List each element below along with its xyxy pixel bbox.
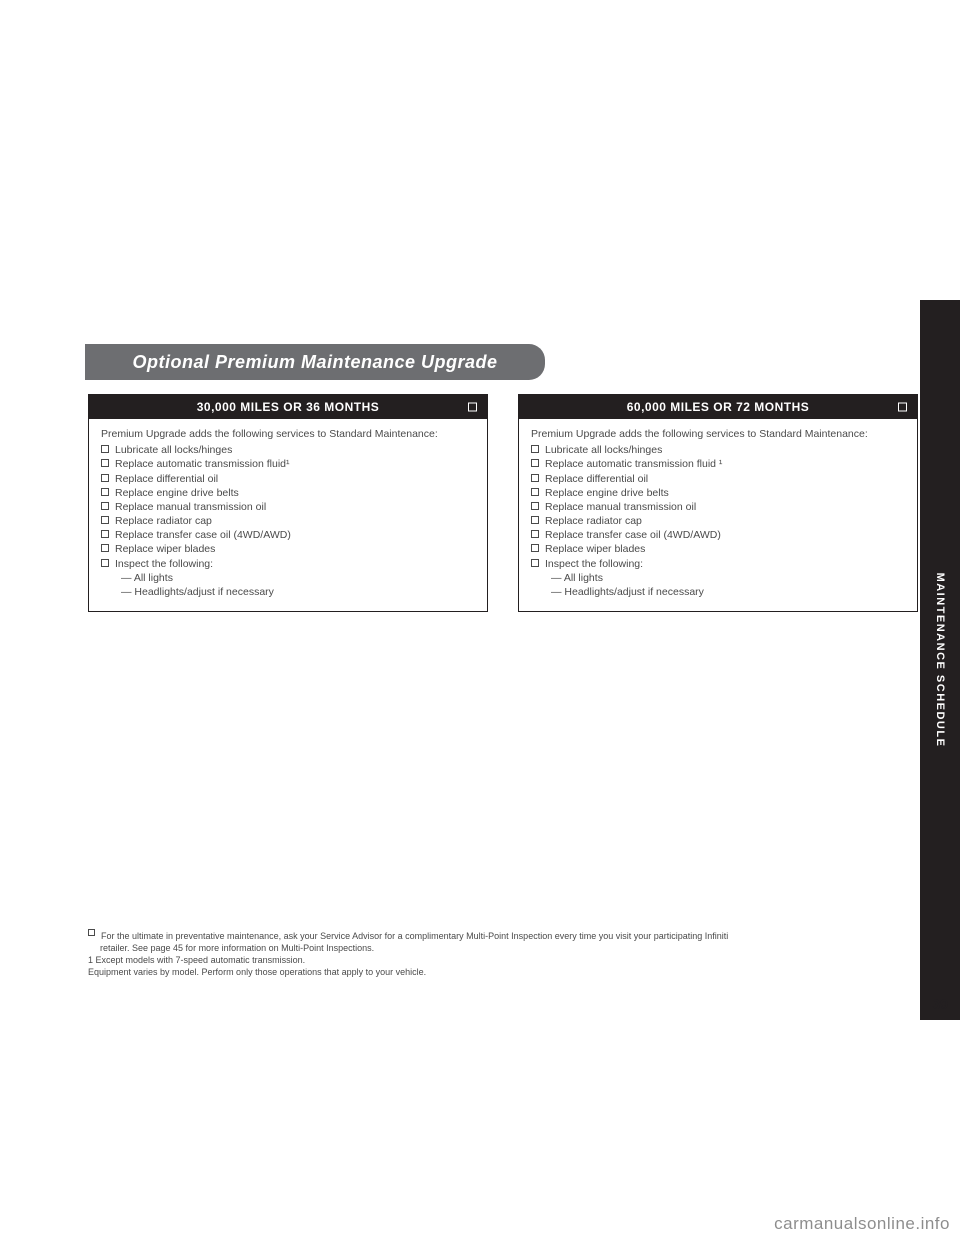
checkbox-icon: [101, 445, 109, 453]
checkbox-icon: [101, 488, 109, 496]
service-item: Lubricate all locks/hinges: [531, 443, 905, 457]
service-list: Lubricate all locks/hinges Replace autom…: [531, 443, 905, 571]
checkbox-icon: [101, 474, 109, 482]
checkbox-icon: [88, 929, 95, 936]
service-item: Replace manual transmission oil: [101, 500, 475, 514]
side-tab: MAINTENANCE SCHEDULE: [920, 300, 960, 1020]
service-item: Replace radiator cap: [531, 514, 905, 528]
footnote-multipoint-cont: retailer. See page 45 for more informati…: [88, 942, 908, 954]
card-60k: 60,000 MILES OR 72 MONTHS Premium Upgrad…: [518, 394, 918, 612]
checkbox-icon: [531, 488, 539, 496]
service-item: Inspect the following:: [101, 557, 475, 571]
checkbox-icon: [101, 559, 109, 567]
page-title: Optional Premium Maintenance Upgrade: [132, 352, 497, 373]
cards-row: 30,000 MILES OR 36 MONTHS Premium Upgrad…: [88, 394, 918, 612]
footnotes: For the ultimate in preventative mainten…: [88, 930, 908, 979]
checkbox-icon: [101, 544, 109, 552]
service-item: Replace transfer case oil (4WD/AWD): [101, 528, 475, 542]
checkbox-icon: [101, 502, 109, 510]
footnote-equipment: Equipment varies by model. Perform only …: [88, 966, 908, 978]
footnote-transmission: 1 Except models with 7-speed automatic t…: [88, 954, 908, 966]
checkbox-icon: [531, 502, 539, 510]
card-header-text: 30,000 MILES OR 36 MONTHS: [197, 400, 380, 414]
side-tab-label: MAINTENANCE SCHEDULE: [934, 573, 946, 748]
card-body: Premium Upgrade adds the following servi…: [89, 419, 487, 611]
checkbox-icon: [531, 474, 539, 482]
footnote-text: retailer. See page 45 for more informati…: [100, 942, 374, 954]
service-item: Inspect the following:: [531, 557, 905, 571]
service-item: Replace radiator cap: [101, 514, 475, 528]
checkbox-icon: [468, 403, 477, 412]
checkbox-icon: [531, 544, 539, 552]
service-item: Replace differential oil: [101, 472, 475, 486]
watermark: carmanualsonline.info: [774, 1214, 950, 1234]
service-item: Replace automatic transmission fluid¹: [101, 457, 475, 471]
checkbox-icon: [531, 530, 539, 538]
service-item: Replace manual transmission oil: [531, 500, 905, 514]
page-number: 39: [932, 996, 948, 1012]
service-item: Replace automatic transmission fluid ¹: [531, 457, 905, 471]
checkbox-icon: [531, 445, 539, 453]
footnote-multipoint: For the ultimate in preventative mainten…: [88, 930, 908, 942]
checkbox-icon: [531, 459, 539, 467]
service-item: Replace engine drive belts: [531, 486, 905, 500]
service-item: Replace differential oil: [531, 472, 905, 486]
page: MAINTENANCE SCHEDULE 39 Optional Premium…: [0, 0, 960, 1242]
inspect-item: All lights: [551, 571, 905, 585]
card-intro: Premium Upgrade adds the following servi…: [531, 427, 905, 441]
card-header-text: 60,000 MILES OR 72 MONTHS: [627, 400, 810, 414]
checkbox-icon: [531, 559, 539, 567]
inspect-item: Headlights/adjust if necessary: [551, 585, 905, 599]
checkbox-icon: [101, 459, 109, 467]
card-intro: Premium Upgrade adds the following servi…: [101, 427, 475, 441]
inspect-item: Headlights/adjust if necessary: [121, 585, 475, 599]
inspect-sublist: All lights Headlights/adjust if necessar…: [531, 571, 905, 599]
inspect-item: All lights: [121, 571, 475, 585]
checkbox-icon: [101, 530, 109, 538]
service-item: Replace transfer case oil (4WD/AWD): [531, 528, 905, 542]
service-item: Replace wiper blades: [531, 542, 905, 556]
card-header: 30,000 MILES OR 36 MONTHS: [89, 395, 487, 419]
checkbox-icon: [531, 516, 539, 524]
title-banner: Optional Premium Maintenance Upgrade: [85, 344, 545, 380]
service-list: Lubricate all locks/hinges Replace autom…: [101, 443, 475, 571]
card-30k: 30,000 MILES OR 36 MONTHS Premium Upgrad…: [88, 394, 488, 612]
service-item: Lubricate all locks/hinges: [101, 443, 475, 457]
card-body: Premium Upgrade adds the following servi…: [519, 419, 917, 611]
service-item: Replace wiper blades: [101, 542, 475, 556]
service-item: Replace engine drive belts: [101, 486, 475, 500]
card-header: 60,000 MILES OR 72 MONTHS: [519, 395, 917, 419]
checkbox-icon: [898, 403, 907, 412]
footnote-text: For the ultimate in preventative mainten…: [101, 930, 728, 942]
inspect-sublist: All lights Headlights/adjust if necessar…: [101, 571, 475, 599]
checkbox-icon: [101, 516, 109, 524]
